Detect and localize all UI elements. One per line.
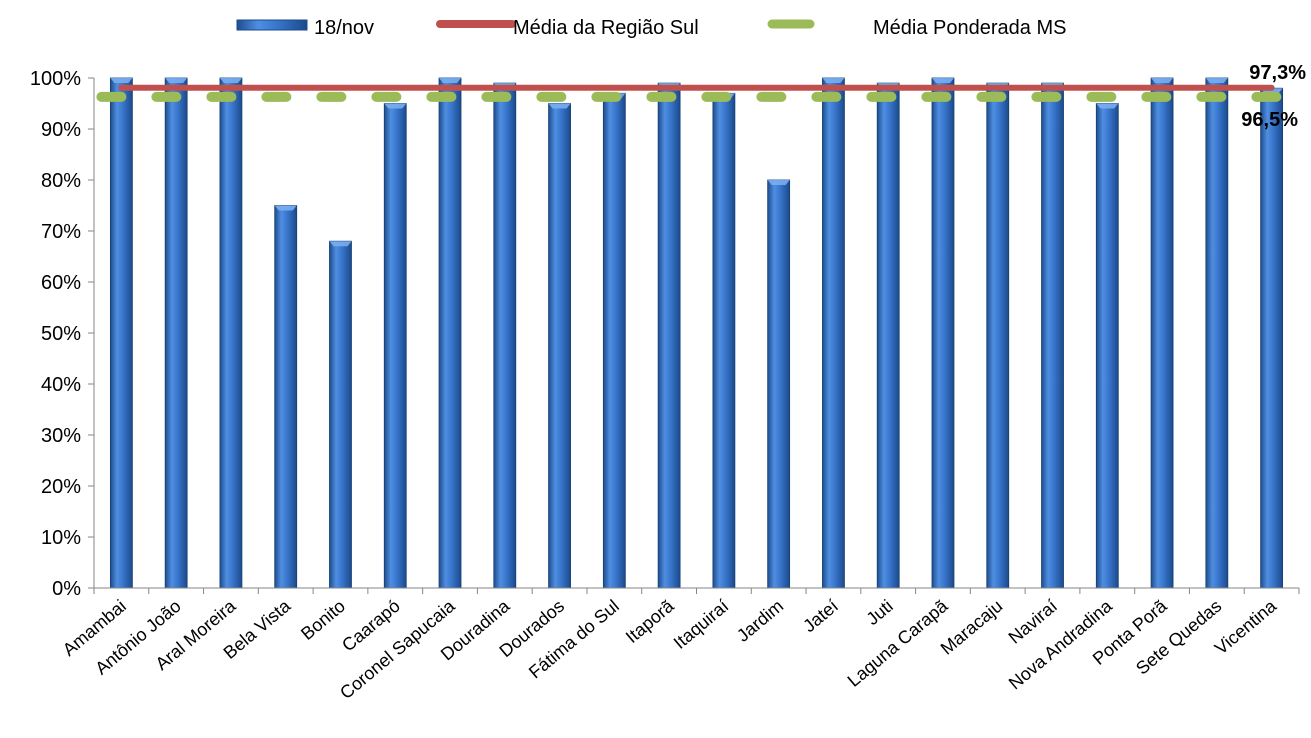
y-tick-label: 20%: [41, 476, 81, 498]
y-tick-label: 60%: [41, 272, 81, 294]
bar[interactable]: [931, 77, 955, 589]
bar-bevel: [1096, 103, 1119, 109]
bar-body: [329, 240, 352, 589]
bar-body: [109, 77, 133, 589]
annotations: 97,3% 96,5%: [1241, 62, 1306, 131]
y-tick-label: 30%: [41, 425, 81, 447]
bar-body: [383, 103, 407, 589]
y-tick-label: 80%: [41, 170, 81, 192]
reference-lines: [96, 84, 1297, 102]
bar-body: [1041, 82, 1064, 589]
bar[interactable]: [1041, 82, 1064, 589]
y-tick-label: 70%: [41, 221, 81, 243]
x-tick-label: Jardim: [733, 596, 787, 646]
legend: 18/nov Média da Região Sul Média Pondera…: [236, 17, 1066, 39]
legend-bar-label: 18/nov: [314, 17, 374, 39]
ms-mean-value-label: 96,5%: [1241, 109, 1298, 131]
bar-body: [767, 179, 791, 589]
bar-bevel: [329, 241, 352, 247]
bar-bevel: [1151, 78, 1174, 83]
bar-body: [1150, 77, 1174, 589]
bar[interactable]: [109, 77, 133, 589]
bar-series: [109, 77, 1284, 589]
bar-body: [164, 77, 188, 589]
legend-item-region-mean[interactable]: Média da Região Sul: [436, 17, 699, 39]
y-tick-label: 100%: [30, 68, 81, 90]
x-tick-label: Vicentina: [1211, 595, 1281, 658]
bar-bevel: [274, 205, 297, 211]
bar-body: [602, 92, 626, 589]
legend-ms-mean-label: Média Ponderada MS: [873, 17, 1066, 39]
bar-body: [438, 77, 462, 589]
x-tick-label: Maracaju: [937, 596, 1007, 659]
bar[interactable]: [493, 82, 517, 589]
bar[interactable]: [657, 82, 681, 589]
legend-region-mean-label: Média da Região Sul: [513, 17, 699, 39]
region-mean-value-label: 97,3%: [1249, 62, 1306, 84]
bar-bevel: [1205, 78, 1228, 83]
y-tick-label: 40%: [41, 374, 81, 396]
y-tick-label: 10%: [41, 527, 81, 549]
bar[interactable]: [822, 77, 845, 589]
bar[interactable]: [602, 92, 626, 589]
bar[interactable]: [1095, 103, 1119, 589]
x-tick-label: Jateí: [799, 596, 842, 636]
bar[interactable]: [274, 205, 298, 589]
bar[interactable]: [438, 77, 462, 589]
bar-bevel: [931, 78, 954, 83]
bar-bevel: [822, 78, 845, 83]
bar[interactable]: [986, 82, 1010, 589]
bar-bevel: [767, 180, 790, 185]
bar-body: [712, 92, 736, 589]
bar-body: [548, 103, 571, 589]
bar-body: [931, 77, 955, 589]
bar[interactable]: [1150, 77, 1174, 589]
y-tick-label: 90%: [41, 119, 81, 141]
bar[interactable]: [164, 77, 188, 589]
bar[interactable]: [329, 240, 352, 589]
y-axis: 0% 10% 20% 30% 40% 50% 60% 70% 80% 90% 100%: [30, 68, 95, 600]
legend-bar-swatch: [236, 19, 308, 31]
bar[interactable]: [876, 82, 900, 589]
bar-bevel: [219, 78, 242, 83]
y-tick-label: 0%: [52, 578, 81, 600]
bar-body: [822, 77, 845, 589]
bar[interactable]: [712, 92, 736, 589]
bar-body: [1205, 77, 1229, 589]
bar-bevel: [384, 103, 407, 109]
x-tick-label: Itaquiraí: [670, 596, 733, 653]
bar[interactable]: [1205, 77, 1229, 589]
bar-body: [493, 82, 517, 589]
bar-body: [657, 82, 681, 589]
bar-bevel: [439, 78, 462, 83]
bar-body: [219, 77, 243, 589]
bar-body: [274, 205, 298, 589]
legend-item-ms-mean[interactable]: Média Ponderada MS: [767, 17, 1066, 39]
bar-bevel: [548, 103, 571, 109]
bar[interactable]: [767, 179, 791, 589]
bar-body: [1095, 103, 1119, 589]
y-tick-label: 50%: [41, 323, 81, 345]
bar-body: [986, 82, 1010, 589]
bar-body: [1260, 87, 1284, 589]
bar-bevel: [110, 78, 133, 83]
bar-body: [876, 82, 900, 589]
bar[interactable]: [548, 103, 571, 589]
bar[interactable]: [219, 77, 243, 589]
legend-item-bar[interactable]: 18/nov: [236, 17, 374, 39]
bar-bevel: [165, 78, 188, 83]
x-tick-label: Juti: [862, 596, 896, 629]
bar[interactable]: [1260, 87, 1284, 589]
bar[interactable]: [383, 103, 407, 589]
